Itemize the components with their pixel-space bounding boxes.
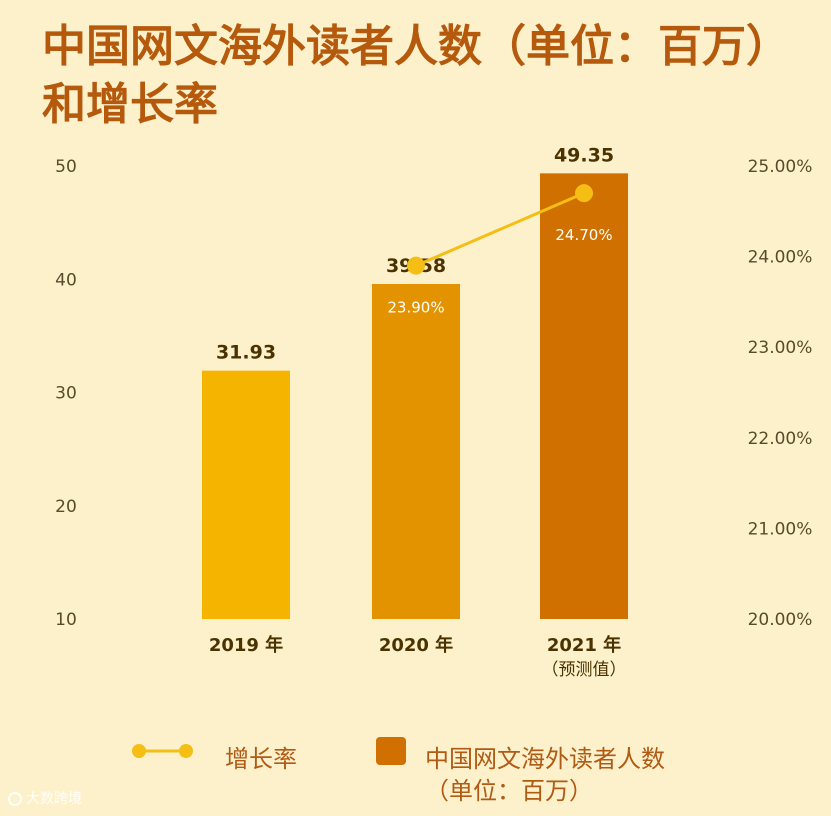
x-tick-note: （预测值） [542, 660, 627, 680]
legend-bar-swatch [376, 737, 406, 765]
y-right-tick-label: 23.00% [748, 338, 813, 358]
x-tick-label: 2020 年 [379, 634, 453, 656]
y-right-tick-label: 22.00% [748, 429, 813, 449]
y-right-tick-label: 25.00% [748, 157, 813, 177]
legend-bar-label: 中国网文海外读者人数 [425, 745, 665, 773]
watermark-logo-icon [8, 792, 22, 806]
y-right-tick-label: 21.00% [748, 519, 813, 539]
bar-value-label: 49.35 [554, 144, 614, 166]
chart-title: 中国网文海外读者人数（单位：百万） 和增长率 [42, 18, 831, 134]
bar [372, 284, 460, 619]
watermark-text: 大数跨境 [26, 791, 82, 807]
y-left-tick-label: 40 [55, 270, 77, 290]
growth-line [415, 191, 585, 268]
watermark: 大数跨境 [8, 788, 82, 808]
y-left-tick-label: 20 [55, 497, 77, 517]
growth-value-label: 23.90% [387, 299, 444, 317]
growth-point [575, 184, 593, 203]
x-tick-label: 2021 年 [547, 634, 621, 656]
legend-line-marker [179, 744, 193, 758]
y-right-tick-label: 20.00% [748, 610, 813, 630]
bar [540, 173, 628, 619]
bar-value-label: 31.93 [216, 342, 276, 364]
legend-line-marker [132, 744, 146, 758]
growth-point [407, 256, 425, 275]
bar [202, 370, 290, 619]
y-left-tick-label: 50 [55, 157, 77, 177]
x-tick-label: 2019 年 [209, 634, 283, 656]
growth-value-label: 24.70% [555, 226, 612, 244]
chart-title-line-2: 和增长率 [42, 79, 218, 130]
y-left-tick-label: 10 [55, 610, 77, 630]
y-left-tick-label: 30 [55, 384, 77, 404]
y-right-tick-label: 24.00% [748, 248, 813, 268]
legend-bar-label-unit: （单位：百万） [425, 777, 593, 805]
legend-line-label: 增长率 [225, 745, 297, 773]
chart-title-line-1: 中国网文海外读者人数（单位：百万） [42, 21, 790, 72]
